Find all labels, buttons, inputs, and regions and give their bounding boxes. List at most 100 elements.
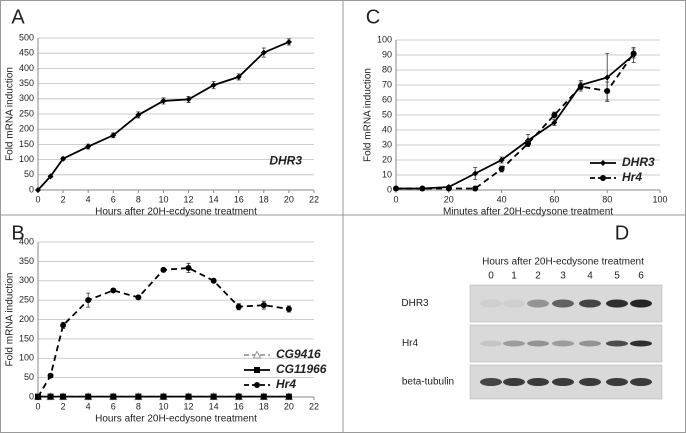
marker — [210, 277, 217, 284]
x-tick-label: 16 — [234, 194, 244, 204]
x-tick-label: 18 — [259, 401, 269, 411]
marker — [135, 393, 142, 400]
marker — [419, 185, 426, 192]
marker — [185, 264, 192, 271]
y-axis-label: Fold mRNA induction — [5, 273, 16, 367]
x-tick-label: 40 — [497, 194, 507, 204]
marker — [577, 83, 584, 90]
lane-label: 3 — [560, 271, 566, 282]
x-tick-label: 6 — [111, 401, 116, 411]
y-tick-label: 100 — [19, 154, 34, 164]
lane-label: 5 — [614, 271, 620, 282]
series-line — [396, 54, 635, 190]
marker — [160, 393, 167, 400]
marker — [47, 173, 54, 180]
marker — [35, 187, 41, 193]
marker — [110, 132, 117, 139]
x-tick-label: 60 — [549, 194, 559, 204]
x-tick-label: 0 — [35, 401, 40, 411]
x-tick-label: 2 — [61, 194, 66, 204]
blot-band — [606, 299, 628, 308]
blot-band — [480, 340, 502, 347]
x-tick-label: 0 — [35, 194, 40, 204]
y-tick-label: 450 — [19, 48, 34, 58]
blot-band — [606, 340, 628, 347]
panel-label: D — [615, 222, 629, 244]
x-tick-label: 14 — [209, 194, 219, 204]
series-line — [37, 267, 290, 398]
row-label: DHR3 — [401, 298, 429, 309]
panel-label: C — [366, 6, 380, 28]
marker — [60, 322, 67, 329]
legend-marker — [254, 382, 260, 388]
marker — [210, 82, 217, 89]
marker — [393, 185, 399, 192]
y-tick-label: 300 — [19, 275, 34, 285]
y-axis-label: Fold mRNA induction — [5, 67, 16, 161]
legend-label: DHR3 — [269, 153, 302, 167]
y-tick-label: 150 — [19, 139, 34, 149]
blot-band — [606, 378, 628, 386]
marker — [110, 393, 117, 400]
x-tick-label: 12 — [184, 194, 194, 204]
y-tick-label: 500 — [19, 32, 34, 42]
marker — [498, 166, 505, 172]
x-tick-label: 16 — [234, 401, 244, 411]
blot-band — [552, 340, 574, 347]
legend-marker — [254, 367, 260, 373]
x-tick-label: 20 — [444, 194, 454, 204]
marker — [135, 294, 142, 301]
blot-band — [630, 299, 652, 308]
marker — [235, 303, 242, 310]
lane-label: 6 — [638, 271, 644, 282]
y-tick-label: 80 — [382, 64, 392, 74]
marker — [285, 306, 292, 313]
blot-band — [503, 299, 525, 308]
marker — [160, 266, 167, 273]
y-tick-label: 300 — [19, 93, 34, 103]
y-tick-label: 40 — [382, 124, 392, 134]
y-tick-label: 350 — [19, 256, 34, 266]
y-tick-label: 10 — [382, 169, 392, 179]
marker — [47, 393, 54, 400]
blot-band — [579, 340, 601, 347]
blot-band — [527, 340, 549, 347]
blot-band — [552, 299, 574, 308]
series-line — [396, 52, 635, 190]
x-tick-label: 22 — [309, 194, 319, 204]
blot-band — [527, 299, 549, 308]
marker — [185, 96, 192, 103]
x-axis-label: Hours after 20H-ecdysone treatment — [95, 207, 257, 218]
blot-band — [527, 378, 549, 386]
row-label: beta-tubulin — [402, 377, 454, 388]
y-tick-label: 150 — [19, 333, 34, 343]
panel-label: B — [11, 222, 24, 244]
marker — [260, 393, 267, 400]
x-tick-label: 22 — [309, 401, 319, 411]
marker — [235, 73, 242, 80]
marker — [35, 394, 41, 400]
marker — [285, 38, 292, 45]
marker — [47, 372, 54, 379]
x-axis-label: Hours after 20H-ecdysone treatment — [95, 414, 257, 425]
y-tick-label: 350 — [19, 78, 34, 88]
x-tick-label: 18 — [259, 194, 269, 204]
marker — [160, 97, 167, 104]
y-tick-label: 0 — [29, 184, 34, 194]
marker — [235, 393, 242, 400]
legend-label: Hr4 — [276, 377, 296, 391]
x-tick-label: 20 — [284, 194, 294, 204]
marker — [85, 143, 92, 150]
lane-label: 2 — [535, 271, 541, 282]
legend-marker — [600, 160, 606, 166]
x-tick-label: 10 — [158, 401, 168, 411]
y-tick-label: 50 — [382, 109, 392, 119]
marker — [472, 185, 479, 192]
x-tick-label: 12 — [184, 401, 194, 411]
marker — [185, 393, 192, 400]
x-tick-label: 8 — [136, 194, 141, 204]
marker — [445, 185, 452, 192]
y-tick-label: 0 — [29, 391, 34, 401]
marker — [498, 157, 505, 163]
x-tick-label: 100 — [652, 194, 667, 204]
